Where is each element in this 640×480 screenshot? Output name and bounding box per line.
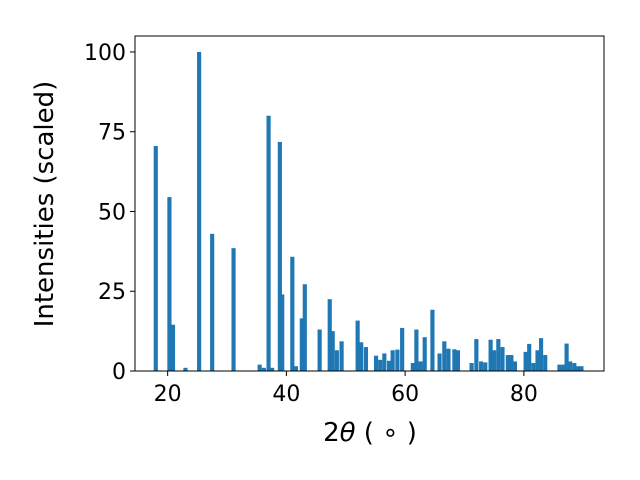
bar: [579, 366, 584, 371]
bar: [327, 299, 332, 371]
bar: [538, 338, 544, 371]
y-tick-label: 50: [98, 200, 126, 225]
bars-group: [153, 51, 584, 371]
bar: [414, 329, 419, 371]
bar: [302, 284, 307, 371]
bar: [197, 51, 202, 371]
bar: [418, 361, 423, 371]
bar: [183, 367, 188, 371]
y-axis-ticks: 0 25 50 75 100: [84, 41, 135, 385]
bar: [359, 342, 364, 371]
bar: [492, 350, 497, 371]
y-tick-label: 75: [98, 121, 126, 146]
x-axis-label-prefix: 2: [323, 418, 340, 448]
bar: [437, 353, 442, 371]
bar: [430, 309, 435, 371]
x-axis-label-symbol: θ: [340, 418, 356, 448]
bar: [561, 364, 566, 371]
bar: [509, 355, 514, 371]
bar: [543, 355, 548, 371]
y-axis-label: Intensities (scaled): [30, 81, 60, 328]
bar: [280, 294, 285, 371]
bar: [496, 339, 501, 371]
y-tick-label: 0: [112, 360, 126, 385]
bar: [210, 233, 215, 371]
bar: [422, 337, 427, 371]
x-tick-label: 60: [391, 382, 419, 407]
bar: [382, 353, 387, 371]
bar: [231, 248, 236, 371]
bar: [557, 364, 562, 371]
bar: [334, 350, 339, 371]
bar: [568, 361, 573, 371]
bar: [523, 351, 528, 371]
x-axis-label-unit: ( ∘ ): [356, 418, 417, 448]
bar: [455, 350, 461, 371]
x-axis-label: 2θ ( ∘ ): [323, 418, 417, 448]
bar: [479, 361, 484, 371]
bar: [500, 347, 505, 371]
bar: [410, 363, 415, 371]
bar: [378, 359, 383, 371]
bar: [535, 350, 540, 371]
bar: [299, 318, 304, 371]
bar: [488, 339, 493, 371]
bar: [330, 331, 335, 371]
bar: [387, 360, 392, 371]
bar: [277, 141, 282, 371]
bar: [270, 367, 275, 371]
bar: [512, 361, 518, 371]
bar: [339, 341, 344, 371]
bar: [452, 349, 457, 371]
bar: [531, 363, 536, 371]
plot-frame: [134, 35, 605, 372]
bar: [317, 329, 322, 371]
bar: [400, 327, 405, 371]
bar: [261, 367, 266, 371]
x-tick-label: 20: [154, 382, 182, 407]
bar: [363, 347, 369, 371]
bar: [442, 341, 447, 371]
bar: [290, 256, 295, 371]
bar: [373, 355, 379, 371]
bar: [167, 197, 172, 371]
bar: [390, 350, 395, 371]
bar: [527, 343, 532, 371]
y-tick-label: 25: [98, 280, 126, 305]
y-tick-label: 100: [84, 41, 126, 66]
bar: [355, 320, 360, 371]
x-axis-ticks: 20 40 60 80: [154, 371, 538, 407]
bar: [257, 364, 262, 371]
bar: [170, 324, 176, 371]
bar: [469, 363, 474, 371]
bar: [266, 115, 271, 371]
bar: [293, 366, 298, 371]
bar: [483, 362, 488, 371]
bar: [474, 339, 479, 371]
bar: [572, 363, 577, 371]
bar: [153, 146, 158, 371]
x-tick-label: 40: [272, 382, 300, 407]
bar: [446, 348, 451, 371]
bar: [505, 355, 510, 371]
bar: [395, 349, 400, 371]
x-tick-label: 80: [510, 382, 538, 407]
bar: [564, 343, 569, 371]
bar: [575, 366, 580, 371]
